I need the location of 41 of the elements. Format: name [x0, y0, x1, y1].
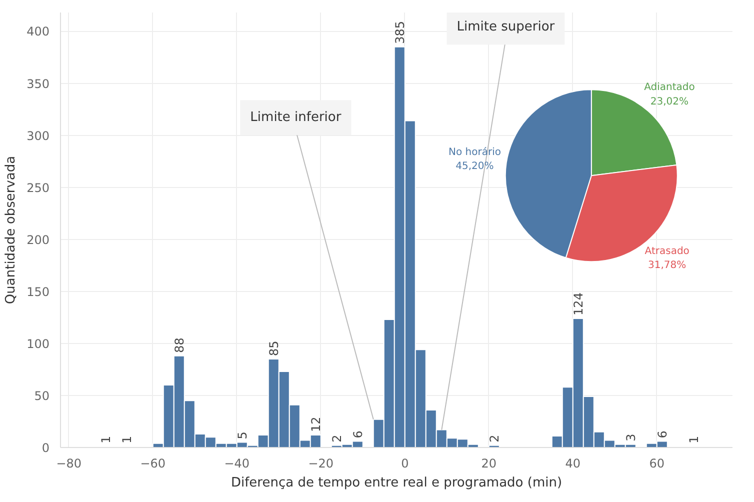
- data-label: 385: [393, 20, 408, 44]
- data-label: 23,02%: [650, 96, 689, 108]
- y-tick-label: 100: [26, 336, 50, 351]
- data-label: 5: [236, 432, 250, 440]
- y-axis-title: Quantidade observada: [4, 156, 19, 304]
- x-tick-label: −80: [56, 456, 82, 470]
- data-label: 1: [120, 436, 134, 444]
- y-tick-label: 0: [42, 441, 50, 455]
- data-label: 2: [488, 434, 502, 442]
- data-label: 31,78%: [648, 260, 686, 272]
- x-tick-label: 20: [481, 456, 497, 470]
- data-label: 1: [687, 436, 702, 444]
- data-label: 6: [351, 430, 366, 438]
- x-tick-label: −60: [140, 456, 166, 470]
- slice-label: No horário: [448, 146, 501, 158]
- data-label: 124: [572, 292, 586, 316]
- x-axis-title: Diferença de tempo entre real e programado (min): [230, 476, 562, 490]
- x-tick-label: 0: [401, 456, 409, 470]
- y-tick-label: 250: [26, 180, 50, 195]
- slice-label: Adiantado: [644, 82, 695, 94]
- data-label: 3: [624, 434, 638, 442]
- data-label: 88: [172, 338, 187, 353]
- x-tick-label: 60: [649, 456, 665, 470]
- y-tick-label: 150: [26, 284, 50, 299]
- y-tick-label: 50: [34, 388, 50, 403]
- x-tick-label: −40: [224, 456, 250, 470]
- data-label: 6: [656, 430, 670, 438]
- x-tick-label: −20: [308, 456, 334, 470]
- annotation: Limite superior: [456, 20, 556, 35]
- annotation: Limite inferior: [250, 110, 342, 126]
- data-label: 12: [309, 416, 324, 432]
- data-label: 45,20%: [456, 161, 494, 172]
- data-label: 85: [267, 340, 282, 356]
- x-tick-label: 40: [565, 456, 581, 470]
- data-label: 1: [99, 436, 114, 444]
- y-tick-label: 200: [26, 232, 50, 247]
- y-tick-label: 350: [26, 76, 50, 91]
- y-tick-label: 300: [26, 128, 50, 143]
- data-label: 2: [330, 434, 344, 442]
- slice-label: Atrasado: [644, 246, 690, 257]
- y-tick-label: 400: [26, 24, 50, 39]
